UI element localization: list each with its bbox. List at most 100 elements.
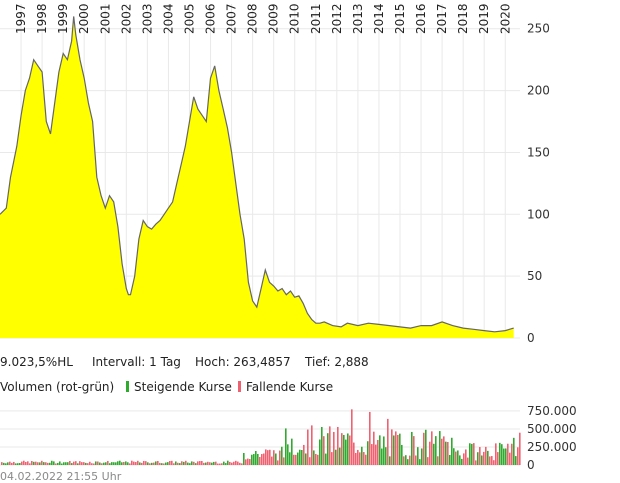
legend-rising: Steigende Kurse bbox=[126, 380, 232, 398]
volume-bar bbox=[117, 461, 119, 465]
volume-bar bbox=[127, 462, 129, 465]
volume-bar bbox=[325, 453, 327, 465]
volume-bar bbox=[207, 461, 209, 465]
volume-bar bbox=[245, 459, 247, 465]
volume-bar bbox=[423, 432, 425, 465]
volume-bar bbox=[153, 462, 155, 465]
volume-bar bbox=[409, 455, 411, 465]
volume-bar bbox=[151, 462, 153, 465]
volume-bar bbox=[367, 441, 369, 465]
volume-bar bbox=[163, 463, 165, 465]
volume-bar bbox=[61, 463, 63, 465]
volume-bar bbox=[435, 436, 437, 465]
volume-bar bbox=[169, 461, 171, 465]
volume-bar bbox=[489, 456, 491, 465]
volume-bar bbox=[369, 411, 371, 465]
year-label: 2006 bbox=[204, 3, 218, 34]
volume-bar bbox=[83, 462, 85, 465]
volume-bar bbox=[271, 456, 273, 465]
volume-bar bbox=[235, 460, 237, 465]
volume-bar bbox=[313, 450, 315, 465]
volume-bar bbox=[251, 454, 253, 465]
volume-bar bbox=[129, 463, 131, 465]
volume-bar bbox=[145, 461, 147, 465]
volume-bar bbox=[261, 454, 263, 465]
volume-bar bbox=[99, 462, 101, 465]
volume-bar bbox=[139, 462, 141, 465]
volume-bar bbox=[481, 455, 483, 465]
volume-bar bbox=[439, 431, 441, 465]
volume-bar bbox=[223, 461, 225, 465]
volume-bar bbox=[381, 448, 383, 465]
price-tick-label: 0 bbox=[527, 331, 535, 345]
volume-bar bbox=[77, 463, 79, 465]
volume-bar bbox=[397, 435, 399, 465]
volume-bar bbox=[85, 462, 87, 465]
volume-bar bbox=[321, 426, 323, 465]
volume-bar bbox=[493, 460, 495, 465]
volume-bar bbox=[287, 444, 289, 465]
year-label: 2004 bbox=[161, 3, 175, 34]
volume-bar bbox=[303, 444, 305, 465]
year-label: 2005 bbox=[183, 3, 197, 34]
volume-bar bbox=[361, 446, 363, 465]
volume-bar bbox=[17, 463, 19, 465]
volume-bar bbox=[125, 461, 127, 465]
volume-bar bbox=[135, 462, 137, 465]
year-label: 1999 bbox=[56, 3, 70, 34]
volume-bar bbox=[255, 450, 257, 465]
volume-bar bbox=[333, 431, 335, 465]
volume-bar bbox=[283, 457, 285, 465]
interval-label: Intervall: 1 Tag bbox=[92, 355, 181, 369]
volume-bar bbox=[341, 433, 343, 465]
volume-bar bbox=[475, 460, 477, 465]
volume-bar bbox=[173, 463, 175, 465]
volume-bar bbox=[289, 452, 291, 465]
volume-bar bbox=[131, 460, 133, 465]
price-axis: 0 50 100 150 200 250 bbox=[527, 22, 550, 345]
volume-bar bbox=[119, 460, 121, 465]
year-label: 2013 bbox=[351, 3, 365, 34]
volume-bar bbox=[373, 431, 375, 465]
volume-bar bbox=[501, 444, 503, 465]
volume-bar bbox=[159, 462, 161, 465]
volume-bar bbox=[241, 463, 243, 465]
volume-bar bbox=[463, 453, 465, 465]
volume-bar bbox=[177, 462, 179, 465]
volume-bar bbox=[97, 461, 99, 465]
volume-bar bbox=[11, 462, 13, 465]
volume-bar bbox=[121, 462, 123, 465]
high-label: Hoch: 263,4857 bbox=[195, 355, 291, 369]
volume-bar bbox=[197, 461, 199, 465]
volume-bar bbox=[91, 463, 93, 465]
volume-bar bbox=[165, 462, 167, 465]
volume-bar bbox=[21, 461, 23, 465]
falling-swatch bbox=[238, 381, 241, 392]
volume-bar bbox=[291, 438, 293, 465]
year-label: 2000 bbox=[77, 3, 91, 34]
volume-bar bbox=[315, 453, 317, 465]
volume-bar bbox=[345, 439, 347, 465]
volume-bar bbox=[389, 456, 391, 465]
volume-bar bbox=[509, 452, 511, 465]
volume-bar bbox=[441, 438, 443, 465]
change-label: 9.023,5%HL bbox=[0, 355, 73, 369]
volume-bar bbox=[343, 434, 345, 465]
volume-bar bbox=[29, 463, 31, 465]
price-area bbox=[0, 16, 514, 339]
volume-bar bbox=[79, 461, 81, 465]
volume-legend-title: Volumen (rot-grün) bbox=[0, 380, 115, 394]
volume-bar bbox=[495, 443, 497, 465]
volume-bar bbox=[465, 449, 467, 465]
volume-bar bbox=[453, 448, 455, 465]
volume-bar bbox=[505, 448, 507, 465]
volume-bar bbox=[429, 441, 431, 465]
volume-bar bbox=[275, 453, 277, 465]
volume-bar bbox=[265, 449, 267, 465]
volume-bar bbox=[229, 461, 231, 465]
volume-bar bbox=[503, 448, 505, 465]
volume-bar bbox=[249, 459, 251, 465]
volume-bars bbox=[1, 409, 521, 465]
volume-bar bbox=[449, 454, 451, 465]
